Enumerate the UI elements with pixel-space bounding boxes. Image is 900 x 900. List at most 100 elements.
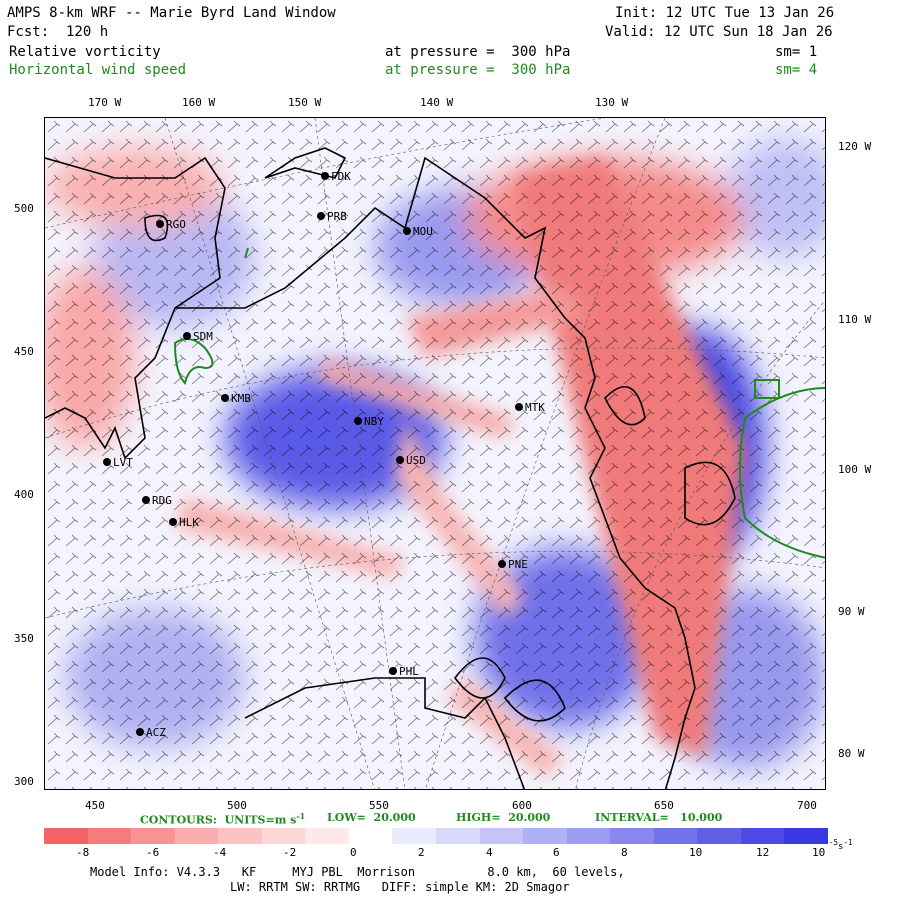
colorbar-tick-label: 10 <box>689 846 703 859</box>
colorbar-segment <box>566 828 611 844</box>
map-title: AMPS 8-km WRF -- Marie Byrd Land Window <box>7 5 336 21</box>
station-dot <box>183 332 191 340</box>
station-dot <box>136 728 144 736</box>
valid-time: Valid: 12 UTC Sun 18 Jan 26 <box>605 24 833 40</box>
colorbar-segment <box>131 828 176 844</box>
station-dot <box>169 518 177 526</box>
station-dot <box>498 560 506 568</box>
top-lon-label: 130 W <box>595 96 629 109</box>
contour-units-exponent: -1 <box>296 811 306 821</box>
field1-name: Relative vorticity <box>9 44 161 60</box>
station-dot <box>354 417 362 425</box>
station-dot <box>403 227 411 235</box>
station-dot <box>156 220 164 228</box>
colorbar-segment <box>740 828 785 844</box>
physics-info: LW: RRTM SW: RRTMG DIFF: simple KM: 2D S… <box>230 880 570 894</box>
x-tick-label: 500 <box>227 799 247 812</box>
colorbar-segment <box>174 828 219 844</box>
field1-level: at pressure = 300 hPa <box>385 44 571 60</box>
colorbar-tick-label: -2 <box>283 846 297 859</box>
station-dot <box>221 394 229 402</box>
station-label: USD <box>406 454 426 467</box>
graticule <box>45 118 825 789</box>
colorbar-segment <box>348 828 393 844</box>
colorbar-segment <box>44 828 89 844</box>
right-lon-label: 120 W <box>838 140 872 153</box>
colorbar-unit-exp: -5 <box>829 838 839 847</box>
station-label: NBY <box>364 415 384 428</box>
x-tick-label: 650 <box>654 799 674 812</box>
colorbar-tick-label: 12 <box>756 846 770 859</box>
station-dot <box>389 667 397 675</box>
y-tick-label: 350 <box>14 632 34 645</box>
station-dot <box>103 458 111 466</box>
colorbar-segment <box>653 828 698 844</box>
y-tick-label: 400 <box>14 488 34 501</box>
colorbar-segment <box>87 828 132 844</box>
colorbar-tick-label: 8 <box>621 846 628 859</box>
top-lon-label: 140 W <box>420 96 454 109</box>
colorbar-segment <box>479 828 524 844</box>
station-label: RGO <box>166 218 186 231</box>
colorbar-tick-label: 4 <box>486 846 493 859</box>
contour-interval: INTERVAL= 10.000 <box>595 811 723 824</box>
colorbar-segment <box>218 828 263 844</box>
contour-low: LOW= 20.000 <box>327 811 416 824</box>
colorbar-tick-label: 6 <box>553 846 560 859</box>
wind-speed-contours <box>173 247 825 559</box>
y-tick-label: 500 <box>14 202 34 215</box>
colorbar-segment <box>697 828 742 844</box>
x-tick-label: 700 <box>797 799 817 812</box>
station-dot <box>321 172 329 180</box>
station-label: MOU <box>413 225 433 238</box>
colorbar-unit: -5s-1 <box>829 838 852 852</box>
station-dot <box>142 496 150 504</box>
right-lon-label: 110 W <box>838 313 872 326</box>
colorbar <box>44 828 829 844</box>
colorbar-tick-label: 0 <box>350 846 357 859</box>
top-lon-label: 170 W <box>88 96 122 109</box>
contour-high: HIGH= 20.000 <box>456 811 551 824</box>
field2-level: at pressure = 300 hPa <box>385 62 571 78</box>
colorbar-tick-label: 10 <box>812 846 826 859</box>
colorbar-segment <box>392 828 437 844</box>
contour-units-text: CONTOURS: UNITS=m s <box>140 813 297 827</box>
right-lon-label: 80 W <box>838 747 865 760</box>
station-label: FDK <box>331 170 351 183</box>
y-tick-label: 300 <box>14 775 34 788</box>
colorbar-segment <box>784 828 829 844</box>
colorbar-segment <box>261 828 306 844</box>
station-dot <box>515 403 523 411</box>
init-time: Init: 12 UTC Tue 13 Jan 26 <box>615 5 835 21</box>
top-lon-label: 150 W <box>288 96 322 109</box>
contour-units: CONTOURS: UNITS=m s-1 <box>140 811 305 827</box>
colorbar-tick-label: -6 <box>146 846 160 859</box>
station-label: PRB <box>327 210 347 223</box>
station-label: HLK <box>179 516 199 529</box>
colorbar-segment <box>436 828 481 844</box>
model-info: Model Info: V4.3.3 KF MYJ PBL Morrison 8… <box>90 865 625 879</box>
colorbar-unit-symbol: s <box>838 842 844 852</box>
station-label: KMB <box>231 392 251 405</box>
station-label: LVT <box>113 456 133 469</box>
field1-smoothing: sm= 1 <box>775 44 818 60</box>
y-tick-label: 450 <box>14 345 34 358</box>
station-label: RDG <box>152 494 172 507</box>
field2-smoothing: sm= 4 <box>775 62 818 78</box>
colorbar-tick-label: -4 <box>213 846 227 859</box>
station-label: PHL <box>399 665 419 678</box>
colorbar-tick-label: -8 <box>76 846 90 859</box>
x-tick-label: 450 <box>85 799 105 812</box>
station-dot <box>317 212 325 220</box>
station-markers: FDK PRB MOU RGO SDM KMB NBY MTK USD LVT RDG HLK PNE P… <box>103 170 545 739</box>
x-tick-label: 600 <box>512 799 532 812</box>
station-label: SDM <box>193 330 213 343</box>
wind-barbs <box>45 118 825 789</box>
x-tick-label: 550 <box>369 799 389 812</box>
colorbar-segment <box>523 828 568 844</box>
station-dot <box>396 456 404 464</box>
station-label: MTK <box>525 401 545 414</box>
station-label: ACZ <box>146 726 166 739</box>
map-panel: FDK PRB MOU RGO SDM KMB NBY MTK USD LVT RDG HLK PNE P… <box>44 117 826 790</box>
right-lon-label: 100 W <box>838 463 872 476</box>
